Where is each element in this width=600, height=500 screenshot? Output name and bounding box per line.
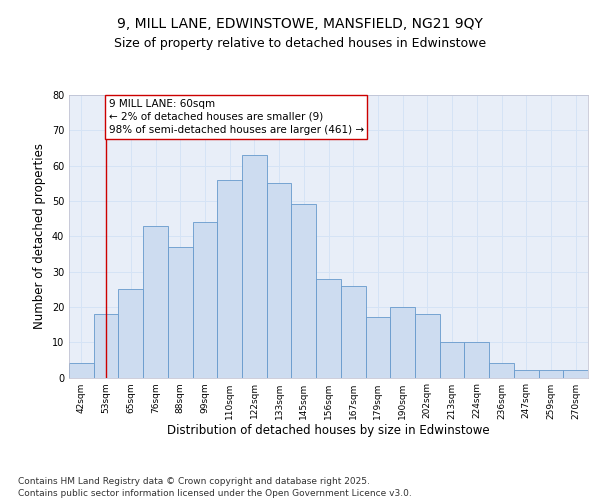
Bar	[143, 226, 168, 378]
Text: 9 MILL LANE: 60sqm
← 2% of detached houses are smaller (9)
98% of semi-detached : 9 MILL LANE: 60sqm ← 2% of detached hous…	[109, 98, 364, 135]
Bar	[341, 286, 365, 378]
Text: 9, MILL LANE, EDWINSTOWE, MANSFIELD, NG21 9QY: 9, MILL LANE, EDWINSTOWE, MANSFIELD, NG2…	[117, 18, 483, 32]
Bar	[69, 364, 94, 378]
Bar	[316, 278, 341, 378]
Text: Size of property relative to detached houses in Edwinstowe: Size of property relative to detached ho…	[114, 38, 486, 51]
Bar	[292, 204, 316, 378]
Bar	[365, 318, 390, 378]
Bar	[118, 289, 143, 378]
Bar	[415, 314, 440, 378]
Bar	[168, 247, 193, 378]
Bar	[514, 370, 539, 378]
Bar	[267, 184, 292, 378]
Text: Contains HM Land Registry data © Crown copyright and database right 2025.
Contai: Contains HM Land Registry data © Crown c…	[18, 476, 412, 498]
Bar	[193, 222, 217, 378]
Bar	[563, 370, 588, 378]
Bar	[440, 342, 464, 378]
Bar	[539, 370, 563, 378]
X-axis label: Distribution of detached houses by size in Edwinstowe: Distribution of detached houses by size …	[167, 424, 490, 438]
Y-axis label: Number of detached properties: Number of detached properties	[33, 143, 46, 329]
Bar	[390, 307, 415, 378]
Bar	[489, 364, 514, 378]
Bar	[242, 155, 267, 378]
Bar	[464, 342, 489, 378]
Bar	[217, 180, 242, 378]
Bar	[94, 314, 118, 378]
